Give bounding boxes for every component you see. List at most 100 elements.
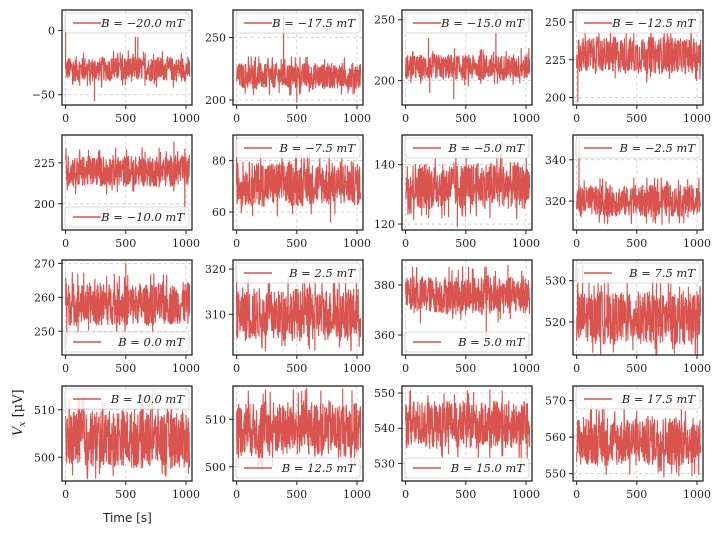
legend-label: B = −10.0 mT [100, 210, 185, 224]
axes-frame [572, 9, 704, 106]
y-tick-label: 560 [545, 431, 566, 444]
x-tick-label: 500 [115, 112, 136, 125]
x-tick-label: 1000 [343, 237, 371, 250]
x-tick-label: 1000 [172, 112, 200, 125]
axes-frame [401, 9, 533, 106]
axes-frame [61, 259, 193, 356]
subplot-3: 0 500 1000 200 250 B = −15.0 mT [374, 9, 540, 125]
y-tick-label: 270 [34, 257, 55, 270]
x-tick-label: 1000 [512, 362, 540, 375]
legend-label: B = −17.5 mT [271, 16, 356, 30]
legend-label: B = 0.0 mT [117, 335, 185, 349]
series-line [405, 153, 531, 220]
subplot-12: 0 500 1000 520 530 B = 7.5 mT [545, 259, 711, 375]
legend-label: B = −12.5 mT [611, 16, 696, 30]
legend: B = 15.0 mT [404, 457, 530, 479]
x-tick-label: 0 [402, 112, 409, 125]
legend: B = 0.0 mT [64, 331, 190, 353]
x-tick-label: 500 [286, 112, 307, 125]
legend-box [404, 137, 530, 159]
series-line [65, 50, 191, 88]
axes-frame [61, 385, 193, 482]
legend: B = 10.0 mT [64, 388, 190, 410]
legend-box [235, 137, 361, 159]
legend-box [64, 206, 190, 228]
x-tick-label: 1000 [683, 112, 711, 125]
x-tick-label: 500 [626, 237, 647, 250]
series-line [236, 387, 362, 470]
axes-frame [232, 134, 364, 231]
x-tick-label: 1000 [683, 488, 711, 501]
y-tick-label: 60 [212, 206, 226, 219]
y-tick-label: −50 [32, 89, 55, 102]
legend: B = −17.5 mT [235, 12, 361, 34]
series-line [236, 275, 362, 352]
subplot-15: 0 500 1000 530 540 550 B = 15.0 mT [374, 385, 540, 501]
y-tick-label: 260 [34, 291, 55, 304]
x-tick-label: 0 [402, 237, 409, 250]
svg-text:Vx [μV]: Vx [μV] [11, 389, 28, 436]
x-tick-label: 500 [286, 237, 307, 250]
y-tick-label: 510 [34, 404, 55, 417]
y-tick-label: 340 [545, 154, 566, 167]
x-tick-label: 0 [402, 362, 409, 375]
series-line [236, 56, 362, 96]
legend-label: B = −5.0 mT [447, 141, 525, 155]
y-tick-label: 200 [205, 94, 226, 107]
x-tick-label: 500 [455, 362, 476, 375]
legend-box [235, 457, 361, 479]
x-tick-label: 1000 [512, 112, 540, 125]
legend-label: B = −2.5 mT [618, 141, 696, 155]
legend-label: B = 17.5 mT [621, 392, 697, 406]
axes-frame [61, 9, 193, 106]
y-tick-label: 550 [374, 387, 395, 400]
subplot-2: 0 500 1000 200 250 B = −17.5 mT [205, 9, 371, 125]
x-tick-label: 1000 [172, 362, 200, 375]
x-tick-label: 0 [233, 488, 240, 501]
x-tick-label: 1000 [343, 362, 371, 375]
x-tick-label: 0 [573, 488, 580, 501]
x-tick-label: 1000 [512, 237, 540, 250]
y-tick-label: 140 [374, 159, 395, 172]
subplot-7: 0 500 1000 120 140 B = −5.0 mT [374, 134, 540, 250]
x-tick-label: 1000 [172, 488, 200, 501]
y-tick-label: 250 [545, 16, 566, 29]
legend-box [235, 262, 361, 284]
legend-box [64, 331, 190, 353]
series-line [236, 150, 362, 217]
legend-box [575, 388, 701, 410]
x-tick-label: 1000 [683, 362, 711, 375]
series-line [65, 272, 191, 337]
x-tick-label: 1000 [172, 237, 200, 250]
axes-frame [401, 134, 533, 231]
legend: B = −10.0 mT [64, 206, 190, 228]
x-tick-label: 0 [233, 237, 240, 250]
series-line [65, 393, 191, 480]
x-tick-label: 500 [626, 488, 647, 501]
y-tick-label: 520 [545, 316, 566, 329]
series-line [405, 389, 531, 460]
y-axis-label-unit: [μV] [11, 389, 26, 421]
subplot-13: 0 500 1000 500 510 B = 10.0 mT [34, 385, 200, 501]
subplot-14: 0 500 1000 500 510 B = 12.5 mT [205, 385, 371, 501]
x-tick-label: 1000 [343, 112, 371, 125]
y-tick-label: 540 [374, 422, 395, 435]
subplot-1: 0 500 1000 0 −50 B = −20.0 mT [32, 9, 200, 125]
subplot-9: 0 500 1000 250 260 270 B = 0.0 mT [34, 257, 200, 375]
y-tick-label: 200 [374, 75, 395, 88]
x-tick-label: 0 [573, 112, 580, 125]
legend-box [575, 262, 701, 284]
series-line [576, 177, 702, 225]
subplot-16: 0 500 1000 550 560 570 B = 17.5 mT [545, 385, 711, 501]
series-line [405, 47, 531, 87]
y-tick-label: 120 [374, 218, 395, 231]
y-tick-label: 0 [48, 25, 55, 38]
legend: B = 2.5 mT [235, 262, 361, 284]
y-tick-label: 320 [205, 263, 226, 276]
x-tick-label: 0 [402, 488, 409, 501]
x-tick-label: 0 [233, 362, 240, 375]
y-tick-label: 500 [34, 451, 55, 464]
legend-box [64, 388, 190, 410]
axes-frame [232, 385, 364, 482]
